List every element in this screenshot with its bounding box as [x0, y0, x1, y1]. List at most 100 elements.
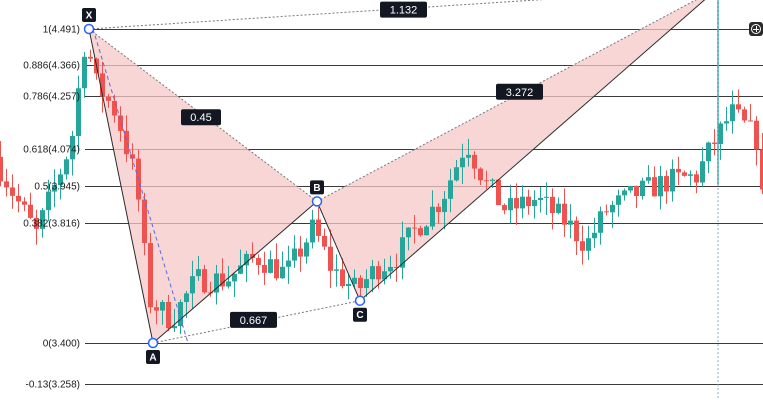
candle-body — [22, 201, 27, 205]
candle-body — [238, 265, 243, 274]
candle-body — [382, 271, 387, 280]
candle-body — [616, 195, 621, 205]
candle-body — [166, 301, 171, 329]
candle-body — [70, 135, 75, 160]
candle-body — [622, 190, 627, 196]
candle-body — [484, 180, 489, 182]
point-marker-b — [311, 196, 323, 207]
candle-body — [268, 259, 273, 273]
candle-body — [10, 187, 15, 196]
candle-body — [28, 204, 33, 218]
fib-level-labels: 1.13(4.633)1(4.491)0.886(4.366)0.786(4.2… — [23, 25, 80, 391]
candle-body — [634, 185, 639, 197]
candle-body — [496, 179, 501, 206]
candle-body — [466, 154, 471, 158]
candle-body — [40, 210, 45, 229]
fib-level-label: 0.382(3.816) — [23, 219, 80, 230]
candle-body — [670, 168, 675, 192]
fib-level-label: 0.5(3.945) — [34, 182, 80, 193]
candle-body — [520, 196, 525, 209]
candle-body — [562, 203, 567, 225]
candle-body — [640, 180, 645, 197]
candle-body — [712, 142, 717, 144]
candle-body — [736, 104, 741, 110]
candle-body — [352, 277, 357, 284]
ratio-label: 1.132 — [390, 5, 418, 17]
candle-body — [550, 196, 555, 213]
ratio-badge — [181, 109, 221, 126]
candle-body — [538, 197, 543, 201]
candle-body — [226, 281, 231, 287]
candle-body — [4, 181, 9, 188]
candle-body — [250, 253, 255, 259]
point-marker-x — [83, 23, 95, 35]
candle-body — [334, 269, 339, 271]
candle-body — [148, 243, 153, 308]
candle-body — [298, 248, 303, 257]
candle-body — [568, 220, 573, 225]
candle-body — [682, 172, 687, 176]
fib-level-label: 0.886(4.366) — [23, 61, 80, 72]
candle-body — [154, 307, 159, 311]
ratio-labels: 0.45 0.667 3.272 1.132 — [181, 1, 543, 328]
candle-body — [604, 211, 609, 213]
candle-body — [160, 301, 165, 311]
fib-level-label: 1(4.491) — [43, 25, 80, 36]
candle-body — [508, 198, 513, 211]
candle-body — [370, 266, 375, 280]
point-label-c: C — [356, 310, 363, 321]
ratio-label: 0.45 — [190, 112, 211, 124]
candle-body — [16, 195, 21, 202]
candle-body — [34, 217, 39, 229]
fib-level-label: 0(3.400) — [43, 339, 80, 350]
candle-body — [700, 161, 705, 183]
fib-level-label: 0.786(4.257) — [23, 92, 80, 103]
point-badge-x — [82, 8, 96, 23]
candle-body — [418, 228, 423, 236]
candle-body — [286, 260, 291, 267]
leg-ab — [152, 201, 318, 344]
candle-body — [292, 248, 297, 261]
candle-body — [646, 177, 651, 181]
candle-body — [58, 174, 63, 186]
candle-body — [706, 142, 711, 162]
fib-level-label: 0.618(4.074) — [23, 145, 80, 156]
candle-body — [52, 185, 57, 192]
candle-body — [220, 273, 225, 287]
candle-body — [532, 200, 537, 207]
plus-circle-icon[interactable] — [749, 22, 763, 36]
point-badge-a — [146, 350, 160, 364]
candle-body — [46, 191, 51, 211]
candle-body — [556, 203, 561, 213]
candle-body — [436, 206, 441, 213]
candle-body — [610, 204, 615, 213]
candle-body — [454, 167, 459, 181]
candle-body — [412, 227, 417, 229]
candle-body — [0, 156, 3, 182]
candle-body — [748, 120, 753, 122]
fib-level-label: -0.13(3.258) — [26, 380, 80, 391]
candle-body — [328, 246, 333, 271]
candle-body — [724, 121, 729, 124]
pattern-triangle-xab — [89, 29, 317, 344]
candle-body — [514, 198, 519, 209]
candle-body — [118, 115, 123, 131]
candle-body — [316, 219, 321, 236]
candle-body — [280, 266, 285, 279]
candle-body — [694, 174, 699, 183]
candle-body — [592, 232, 597, 239]
candle-body — [664, 176, 669, 192]
candle-body — [178, 302, 183, 327]
candle-body — [304, 242, 309, 257]
candle-body — [676, 168, 681, 173]
point-marker-a — [147, 337, 159, 349]
candle-body — [88, 56, 93, 59]
candle-body — [652, 177, 657, 197]
ratio-line-xd — [88, 0, 544, 30]
leg-cd — [359, 0, 706, 302]
candle-body — [718, 123, 723, 144]
candle-body — [376, 266, 381, 280]
candle-body — [112, 100, 117, 116]
